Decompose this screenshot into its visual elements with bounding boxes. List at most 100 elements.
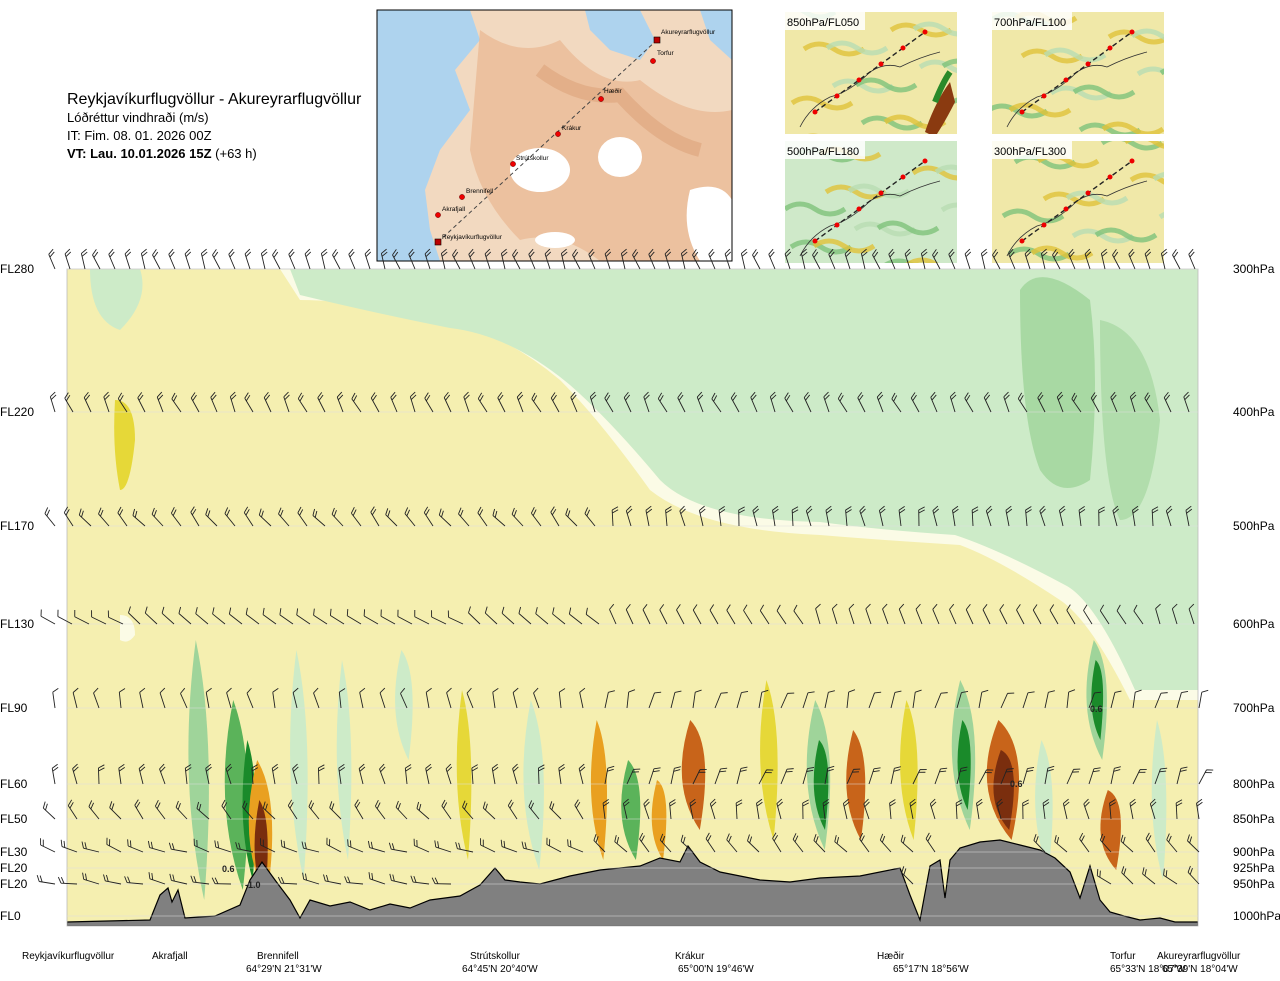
wind-barb [195, 607, 209, 625]
wind-barb [705, 832, 716, 853]
cross-section-plot: 0.6 -1.0 0.6 0.6 FL280 FL220 FL170 FL130 FL90 FL… [0, 248, 1280, 975]
wind-barb [585, 607, 600, 625]
wind-barb [332, 249, 341, 270]
x-point-name: Akureyrarflugvöllur [1157, 951, 1241, 962]
wind-barb [190, 392, 200, 413]
wind-barb [1044, 690, 1055, 709]
y-right-tick-label: 1000hPa [1233, 909, 1280, 923]
vertical-velocity-cell [1151, 720, 1167, 880]
wind-barb [440, 248, 448, 270]
map-station-marker [598, 96, 604, 102]
wind-barb [1120, 834, 1134, 853]
wind-barb [726, 604, 736, 625]
wind-barb [692, 604, 702, 625]
wind-barb [604, 392, 614, 413]
downdraft-patch [114, 400, 135, 490]
wind-barb [692, 689, 702, 709]
wind-barb [889, 799, 896, 820]
wind-barb [455, 842, 474, 853]
y-left-tick-label: FL130 [0, 617, 34, 631]
wind-barb [138, 763, 146, 785]
wind-barb [117, 392, 128, 413]
wind-barb [1183, 391, 1190, 413]
wind-barb [692, 769, 707, 785]
wind-barb [784, 248, 792, 270]
wind-barb [367, 840, 386, 853]
wind-barb [312, 508, 326, 527]
wind-barb [1165, 505, 1173, 527]
wind-barb [730, 392, 740, 413]
wind-barb [243, 506, 254, 527]
wind-barb [1058, 505, 1066, 527]
wind-barb [431, 877, 452, 885]
wind-barbs [36, 248, 1214, 885]
wind-barb [1068, 248, 1076, 270]
wind-barb [648, 691, 662, 709]
wind-barb [214, 840, 232, 853]
map-station-marker [459, 194, 465, 200]
map-station-label: Brennifell [466, 188, 494, 195]
y-left-tick-label: FL280 [0, 262, 34, 276]
wind-barb [769, 391, 777, 413]
vertical-velocity-cell [1035, 740, 1053, 870]
wind-barb [793, 604, 804, 625]
wind-barb [103, 874, 122, 885]
wind-barb [670, 690, 682, 709]
wind-barb [109, 801, 122, 820]
wind-barb [614, 835, 628, 853]
wind-barb [132, 508, 146, 527]
wind-barb [533, 687, 540, 709]
wind-barb [228, 248, 236, 270]
wind-barb [948, 248, 956, 270]
wind-barb [484, 606, 498, 625]
terrain-profile [67, 839, 1198, 926]
wind-barb [512, 687, 519, 709]
wind-barb [768, 248, 776, 270]
y-right-tick-label: 500hPa [1233, 519, 1275, 533]
wind-barb [802, 766, 815, 785]
wind-barb [1144, 392, 1154, 413]
wind-barb [639, 832, 650, 853]
y-right-tick-label: 300hPa [1233, 262, 1275, 276]
wind-barb [1042, 799, 1050, 820]
wind-barb [60, 839, 78, 853]
wind-barb [404, 507, 416, 527]
map-station-marker [510, 161, 516, 167]
wind-barb [568, 607, 583, 625]
wind-barb [147, 840, 166, 853]
mini-map-panel: 850hPa/FL050 [785, 12, 957, 134]
wind-barb [743, 604, 753, 625]
wind-barb [196, 801, 210, 820]
wind-barb [452, 249, 461, 270]
y-right-tick-label: 925hPa [1233, 861, 1275, 875]
wind-barb [1056, 391, 1064, 413]
wind-barb [772, 505, 779, 527]
wind-barb [910, 392, 920, 413]
wind-barb [477, 506, 488, 527]
wind-barb [890, 690, 902, 709]
wind-barb [669, 799, 676, 820]
wind-barb [1110, 690, 1122, 709]
wind-barb [93, 687, 100, 709]
wind-barb [792, 833, 804, 853]
wind-barb [865, 603, 872, 625]
contour-value-label: 0.6 [1010, 779, 1023, 789]
wind-barb [1083, 798, 1090, 820]
wind-barb [409, 391, 417, 413]
wind-barb [549, 801, 562, 820]
wind-barb [200, 248, 208, 270]
wind-barb [380, 248, 388, 270]
mini-map-label: 300hPa/FL300 [994, 146, 1066, 158]
wind-barb [127, 839, 144, 853]
valid-time-line: VT: Lau. 10.01.2026 15Z (+63 h) [67, 145, 361, 163]
wind-barb [1145, 832, 1156, 853]
wind-barb [1052, 249, 1061, 270]
wind-barb [224, 507, 236, 527]
wind-barb [287, 799, 298, 820]
wind-barb [518, 606, 532, 625]
wind-barb [579, 687, 586, 709]
wind-barb [205, 508, 218, 527]
wind-barb [1025, 506, 1032, 527]
wind-barb [620, 248, 628, 270]
wind-barb [416, 801, 430, 820]
